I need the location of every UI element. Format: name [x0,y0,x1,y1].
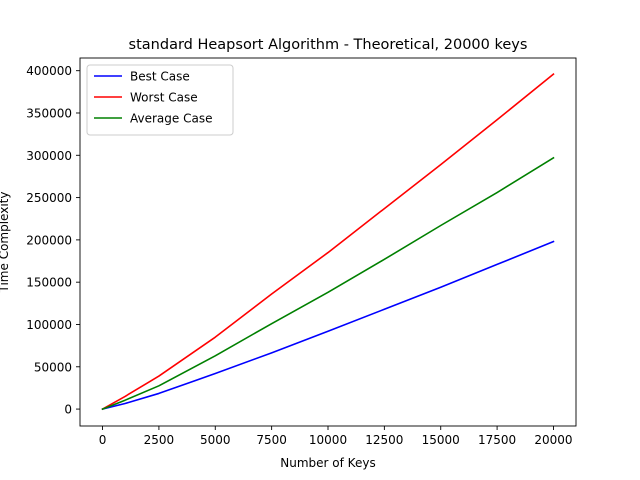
series-line-2 [101,72,555,411]
x-tick-label: 0 [99,433,107,447]
series-line-1 [101,240,555,411]
y-tick-label: 50000 [34,360,72,374]
legend-label: Best Case [130,70,190,84]
legend-label: Average Case [130,112,212,126]
x-tick-label: 12500 [365,433,403,447]
y-tick-label: 200000 [26,233,72,247]
x-tick-label: 15000 [422,433,460,447]
y-tick-label: 100000 [26,318,72,332]
x-tick-label: 17500 [478,433,516,447]
x-tick-label: 2500 [144,433,175,447]
x-tick-label: 10000 [309,433,347,447]
x-tick-label: 5000 [200,433,231,447]
legend-box [86,64,234,136]
x-tick-label: 7500 [256,433,287,447]
chart-title: standard Heapsort Algorithm - Theoretica… [129,37,528,53]
y-tick-label: 0 [64,403,72,417]
series-line-3 [101,156,555,411]
y-tick-label: 150000 [26,276,72,290]
y-axis-label: Time Complexity [0,192,11,294]
plot-area: 0 2500 5000 7500 10000 12500 15000 17500 2000005… [26,57,577,447]
y-tick-label: 350000 [26,106,72,120]
x-tick-label: 20000 [534,433,572,447]
x-axis-label: Number of Keys [280,456,375,470]
y-tick-label: 400000 [26,64,72,78]
y-tick-label: 250000 [26,191,72,205]
y-tick-label: 300000 [26,149,72,163]
legend: Best Case Worst Case Average Case [86,64,234,136]
legend-label: Worst Case [130,91,198,105]
